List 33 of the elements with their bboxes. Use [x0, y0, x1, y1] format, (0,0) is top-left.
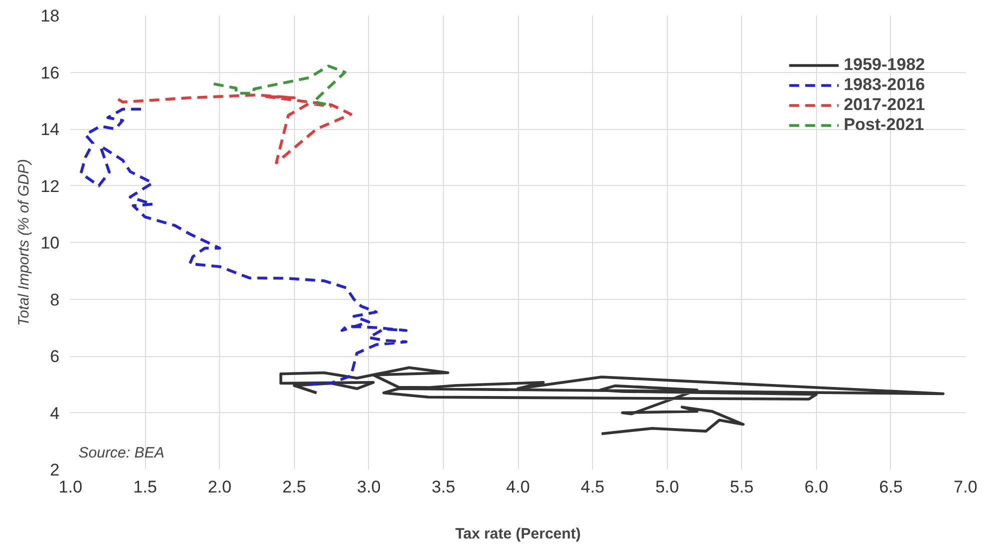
line-series [80, 108, 408, 386]
x-tick-label: 1.0 [58, 478, 82, 496]
x-tick-label: 6.5 [879, 478, 903, 496]
legend-label: 1959-1982 [844, 55, 925, 75]
line-series [212, 64, 346, 106]
x-tick-label: 5.5 [730, 478, 754, 496]
y-axis-title: Total Imports (% of GDP) [16, 158, 33, 326]
legend-label: 1983-2016 [844, 75, 925, 95]
y-tick-label: 14 [40, 120, 60, 139]
y-tick-label: 4 [50, 404, 60, 423]
x-tick-label: 2.5 [282, 478, 306, 496]
y-tick-label: 6 [50, 347, 60, 366]
legend-label: Post-2021 [844, 115, 924, 135]
legend-label: 2017-2021 [844, 95, 925, 115]
x-tick-label: 1.5 [133, 478, 157, 496]
y-tick-label: 12 [40, 176, 60, 196]
line-series [116, 94, 352, 164]
x-tick-label: 4.5 [580, 478, 604, 496]
y-tick-label: 2 [50, 460, 60, 480]
x-tick-label: 3.0 [357, 478, 381, 496]
annotation: Source: BEA [78, 444, 164, 462]
y-tick-label: 8 [50, 290, 60, 310]
y-tick-label: 16 [40, 63, 60, 82]
x-tick-label: 5.0 [655, 478, 679, 496]
x-tick-label: 2.0 [208, 478, 232, 496]
x-tick-label: 4.0 [506, 478, 530, 496]
x-tick-label: 7.0 [954, 478, 978, 496]
x-tick-label: 6.0 [804, 478, 828, 496]
line-series [279, 366, 945, 436]
y-tick-label: 10 [40, 234, 60, 252]
x-axis-title: Tax rate (Percent) [455, 526, 581, 542]
x-tick-label: 3.5 [432, 478, 456, 496]
y-tick-label: 18 [40, 6, 60, 26]
